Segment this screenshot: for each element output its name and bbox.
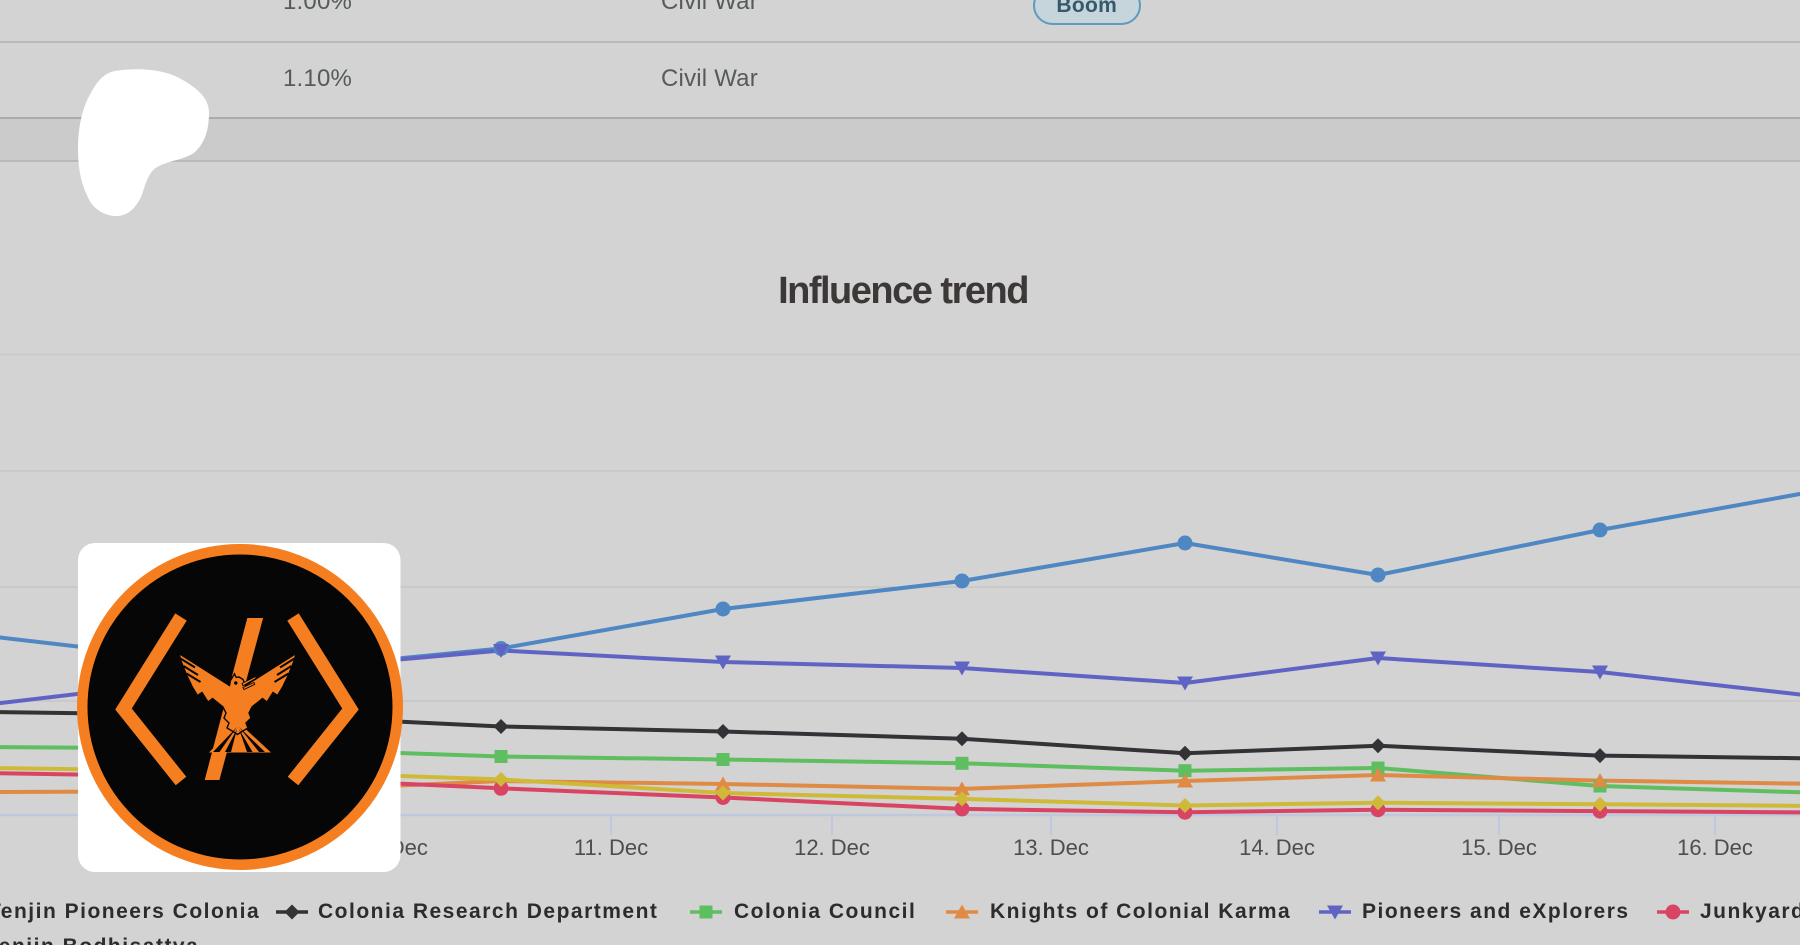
svg-text:Colonia Research Department: Colonia Research Department — [318, 900, 658, 923]
svg-text:Tenjin Bodhisattva: Tenjin Bodhisattva — [0, 935, 199, 945]
svg-text:Tenjin Pioneers Colonia: Tenjin Pioneers Colonia — [0, 900, 260, 923]
svg-text:Knights of Colonial Karma: Knights of Colonial Karma — [990, 900, 1291, 923]
svg-text:14. Dec: 14. Dec — [1239, 835, 1315, 860]
svg-text:16. Dec: 16. Dec — [1677, 835, 1753, 860]
svg-text:15. Dec: 15. Dec — [1461, 835, 1537, 860]
svg-text:Pioneers and eXplorers: Pioneers and eXplorers — [1362, 900, 1630, 923]
svg-text:12. Dec: 12. Dec — [794, 835, 870, 860]
svg-text:13. Dec: 13. Dec — [1013, 835, 1089, 860]
svg-text:Influence trend: Influence trend — [778, 270, 1028, 312]
svg-text:11. Dec: 11. Dec — [574, 835, 648, 860]
svg-text:Junkyard Dogs: Junkyard Dogs — [1700, 900, 1800, 923]
svg-text:Colonia Council: Colonia Council — [734, 900, 916, 923]
